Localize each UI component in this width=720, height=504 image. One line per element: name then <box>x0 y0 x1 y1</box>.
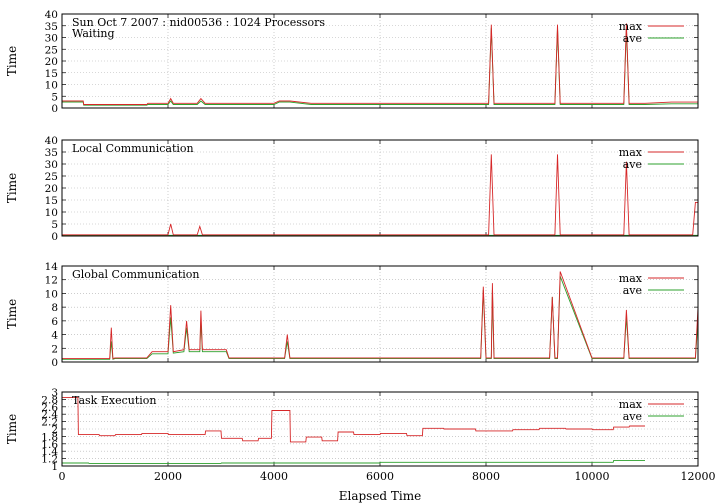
y-tick-label: 12 <box>45 275 58 287</box>
y-tick-label: 1.8 <box>41 431 58 443</box>
panel-title: Task Execution <box>72 394 156 407</box>
y-tick-label: 40 <box>45 9 58 21</box>
series-line-max <box>62 397 645 443</box>
y-tick-label: 5 <box>51 91 58 103</box>
y-tick-label: 35 <box>45 21 58 33</box>
y-tick-label: 35 <box>45 147 58 159</box>
header-line: Sun Oct 7 2007 : nid00536 : 1024 Process… <box>72 16 325 29</box>
x-tick-label: 6000 <box>366 470 394 483</box>
y-tick-label: 2.4 <box>41 409 58 421</box>
series-line-ave <box>62 459 645 464</box>
y-tick-label: 25 <box>45 44 58 56</box>
panel-4: 11.21.41.61.822.22.42.62.83 Time Task Exec… <box>5 387 699 473</box>
y-tick-label: 15 <box>45 68 58 80</box>
y-tick-label: 6 <box>51 316 58 328</box>
legend-label-max: max <box>619 146 643 159</box>
plot-frame <box>61 139 699 237</box>
y-axis-label: Time <box>5 299 19 329</box>
plot-frame <box>61 391 699 467</box>
y-tick-label: 15 <box>45 195 58 207</box>
series-line-ave <box>62 28 698 106</box>
legend-label-ave: ave <box>623 410 642 423</box>
y-tick-label: 14 <box>45 261 59 273</box>
y-tick-label: 20 <box>45 183 58 195</box>
panel-title: Local Communication <box>72 142 194 155</box>
x-tick-label: 0 <box>59 470 66 483</box>
x-tick-label: 12000 <box>681 470 716 483</box>
y-axis-label: Time <box>5 46 19 76</box>
y-tick-label: 0 <box>51 357 58 369</box>
plot-frame <box>61 13 699 109</box>
plot-frame <box>61 265 699 363</box>
panel-title: Global Communication <box>72 268 200 281</box>
y-tick-label: 30 <box>45 159 58 171</box>
y-tick-label: 20 <box>45 56 58 68</box>
y-tick-label: 0 <box>51 231 58 243</box>
legend-label-ave: ave <box>623 32 642 45</box>
y-tick-label: 2.6 <box>41 402 58 414</box>
y-tick-label: 10 <box>45 207 58 219</box>
y-tick-label: 2 <box>51 343 58 355</box>
y-tick-label: 8 <box>51 302 58 314</box>
legend-label-max: max <box>619 398 643 411</box>
legend-label-ave: ave <box>623 284 642 297</box>
y-tick-label: 10 <box>45 80 58 92</box>
x-axis-label: Elapsed Time <box>339 489 422 503</box>
series-line-ave <box>62 276 699 360</box>
legend-label-max: max <box>619 272 643 285</box>
series-line-max <box>62 271 699 360</box>
y-tick-label: 5 <box>51 219 58 231</box>
y-axis-label: Time <box>5 173 19 203</box>
legend-label-ave: ave <box>623 158 642 171</box>
y-tick-label: 1 <box>51 461 58 473</box>
y-tick-label: 0 <box>51 103 58 115</box>
y-tick-label: 1.6 <box>41 439 58 451</box>
y-axis-label: Time <box>5 414 19 444</box>
series-line-max <box>62 154 698 236</box>
x-tick-label: 10000 <box>575 470 610 483</box>
y-tick-label: 2.8 <box>41 394 58 406</box>
x-tick-label: 4000 <box>260 470 288 483</box>
y-tick-label: 10 <box>45 288 58 300</box>
series-line-max <box>62 23 698 105</box>
y-tick-label: 1.4 <box>41 446 58 458</box>
legend-label-max: max <box>619 20 643 33</box>
y-tick-label: 2.2 <box>41 417 58 429</box>
y-tick-label: 2 <box>51 424 58 436</box>
y-tick-label: 3 <box>51 387 58 399</box>
y-tick-label: 25 <box>45 171 58 183</box>
y-tick-label: 4 <box>51 330 58 342</box>
x-tick-label: 2000 <box>154 470 182 483</box>
x-tick-label: 8000 <box>472 470 500 483</box>
y-tick-label: 30 <box>45 33 58 45</box>
y-tick-label: 40 <box>45 135 58 147</box>
panel-title: Waiting <box>72 27 115 40</box>
y-tick-label: 1.2 <box>41 454 58 466</box>
